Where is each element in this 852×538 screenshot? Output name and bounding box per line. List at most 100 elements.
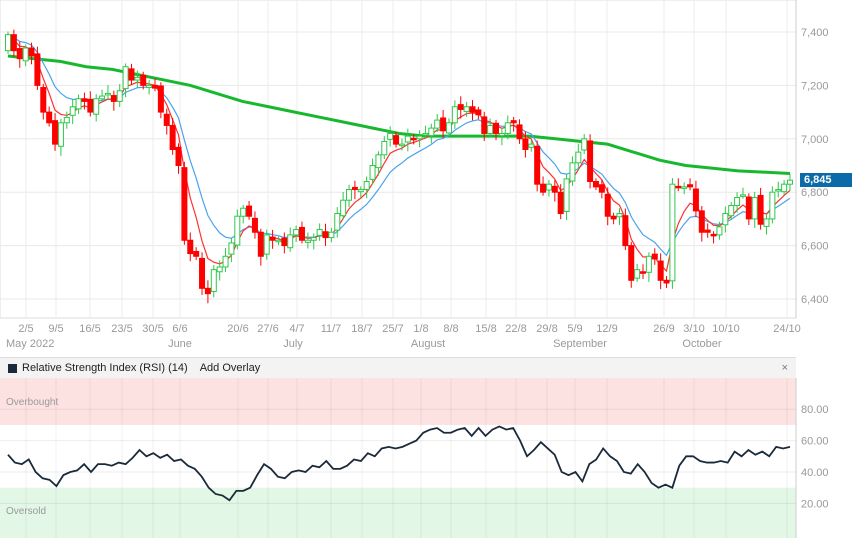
candle-up [445, 122, 452, 134]
candle-up [734, 197, 741, 207]
candle-down [199, 257, 206, 289]
candle-down [187, 239, 194, 255]
candle-down [204, 287, 211, 295]
overbought-label: Overbought [6, 397, 59, 408]
candle-down [592, 181, 599, 188]
ma-mid-line [7, 34, 791, 257]
candle-down [557, 191, 564, 215]
candle-down [169, 124, 176, 150]
candle-up [263, 234, 270, 255]
candle-up [428, 127, 435, 137]
candle-down [675, 185, 682, 189]
candle-up [134, 76, 141, 81]
date-tick-label: 9/5 [48, 323, 63, 335]
candle-down [692, 188, 699, 212]
candle-up [316, 229, 323, 236]
candle-down [610, 215, 617, 220]
candle-up [234, 215, 241, 246]
candle-up [387, 132, 394, 140]
rsi-line [7, 425, 791, 502]
candle-down [251, 217, 258, 233]
date-tick-label: 27/6 [257, 323, 278, 335]
candle-up [416, 135, 423, 140]
candle-up [634, 269, 641, 279]
candle-down [298, 226, 305, 241]
candle-down [151, 84, 158, 89]
candle-up [398, 143, 405, 147]
candle-up [769, 191, 776, 220]
candle-up [528, 143, 535, 148]
candle-up [434, 119, 441, 129]
candle-up [222, 255, 229, 268]
rsi-title[interactable]: Relative Strength Index (RSI) (14) [22, 362, 188, 374]
price-tick-label: 7,000 [801, 134, 829, 146]
candle-down [175, 146, 182, 166]
candle-down [281, 237, 288, 247]
candle-up [451, 106, 458, 124]
candle-down [516, 124, 523, 140]
candle-up [146, 84, 153, 89]
date-tick-label: 18/7 [351, 323, 372, 335]
month-label: June [168, 338, 192, 350]
candle-up [334, 213, 341, 231]
overbought-zone [0, 378, 796, 425]
candle-up [63, 116, 70, 124]
candle-up [216, 266, 223, 273]
candle-down [246, 205, 253, 217]
rsi-tick-label: 60.00 [801, 436, 829, 448]
candle-up [310, 237, 317, 241]
candle-up [722, 213, 729, 226]
candle-up [228, 242, 235, 255]
candle-up [369, 165, 376, 180]
candle-up [75, 98, 82, 110]
candle-down [540, 183, 547, 193]
candle-down [698, 210, 705, 233]
candle-up [581, 138, 588, 151]
candle-down [534, 145, 541, 185]
rsi-color-swatch [8, 363, 17, 373]
add-overlay-button[interactable]: Add Overlay [199, 362, 261, 374]
price-chart[interactable]: 6,400 6,600 6,800 7,000 7,200 7,400 2/5 9/5 16/5… [0, 0, 852, 356]
candle-down [28, 47, 35, 57]
price-tick-label: 7,400 [801, 27, 829, 39]
price-tick-label: 6,400 [801, 294, 829, 306]
candle-up [293, 229, 300, 236]
candle-down [604, 193, 611, 217]
close-icon[interactable]: × [781, 362, 788, 374]
candle-up [363, 181, 370, 191]
date-tick-label: 25/7 [382, 323, 403, 335]
candle-down [157, 85, 164, 113]
date-tick-label: 10/10 [712, 323, 740, 335]
date-tick-label: 16/5 [79, 323, 100, 335]
candle-up [375, 154, 382, 169]
candle-down [410, 137, 417, 141]
candle-down [493, 122, 500, 134]
candle-up [728, 205, 735, 217]
date-tick-label: 6/6 [172, 323, 187, 335]
date-tick-label: 3/10 [683, 323, 704, 335]
candle-up [775, 189, 782, 192]
price-tick-label: 6,800 [801, 187, 829, 199]
candle-down [587, 140, 594, 183]
candle-up [122, 66, 129, 90]
candle-up [93, 98, 100, 115]
candle-up [669, 183, 676, 282]
month-label: May 2022 [6, 338, 54, 350]
candle-down [551, 185, 558, 193]
candle-down [622, 215, 629, 247]
candle-up [346, 189, 353, 201]
date-tick-label: 8/8 [443, 323, 458, 335]
candle-down [510, 120, 517, 124]
candle-up [575, 151, 582, 164]
candle-up [57, 122, 64, 147]
candle-up [304, 239, 311, 243]
candle-down [10, 34, 17, 52]
candle-down [457, 104, 464, 110]
candle-up [545, 183, 552, 191]
candle-down [181, 167, 188, 241]
candle-down [687, 184, 694, 188]
rsi-tick-label: 20.00 [801, 498, 829, 510]
date-tick-label: 23/5 [111, 323, 132, 335]
candle-down [110, 95, 117, 102]
